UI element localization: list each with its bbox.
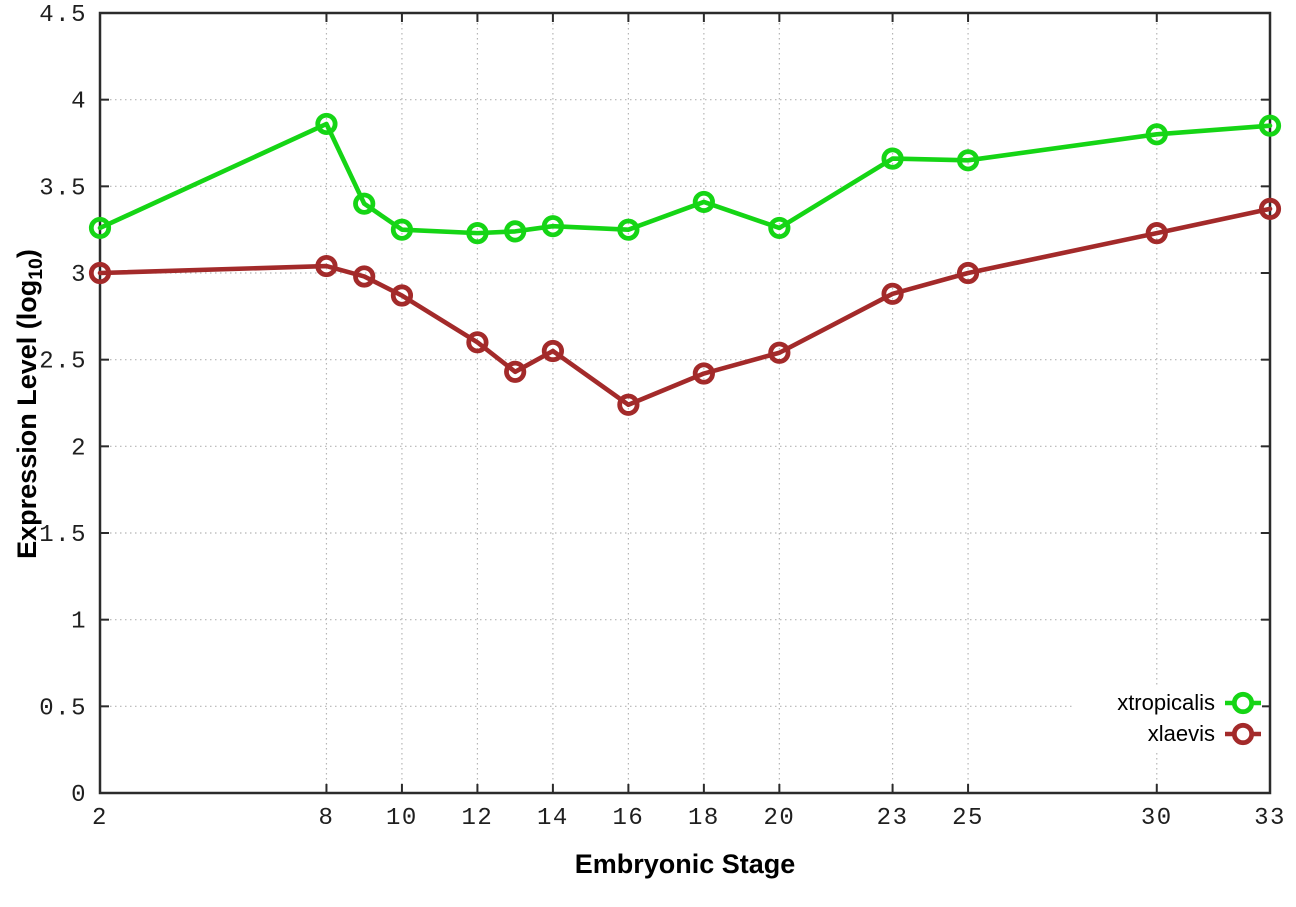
data-point-marker-xtropicalis <box>504 220 527 243</box>
data-point-marker-xlaevis <box>315 254 338 278</box>
data-point-marker-xtropicalis <box>768 216 791 240</box>
x-tick-label: 18 <box>688 805 720 832</box>
y-tick-label: 0 <box>71 782 87 809</box>
data-point-marker-xlaevis <box>541 339 565 363</box>
y-axis-title-close: ) <box>11 249 42 259</box>
y-tick-label: 4.5 <box>39 2 87 29</box>
data-point-marker-xtropicalis <box>692 190 715 214</box>
y-axis-title-text: Expression Level (log <box>11 279 42 559</box>
data-point-marker-xlaevis <box>1145 222 1168 245</box>
data-point-marker-xlaevis <box>768 341 791 364</box>
data-point-marker-xlaevis <box>881 282 904 305</box>
y-tick-label: 4 <box>71 89 87 116</box>
legend-row-xtropicalis: xtropicalis <box>1117 687 1262 718</box>
plot-border <box>98 11 1272 795</box>
y-tick-label: 3 <box>71 262 87 289</box>
data-point-marker-xtropicalis <box>1258 114 1282 137</box>
data-point-marker-xlaevis <box>390 284 414 307</box>
legend: xtropicalis xlaevis <box>1103 685 1262 751</box>
y-tick-label: 0.5 <box>39 695 87 722</box>
legend-sample-xtropicalis-icon <box>1225 691 1261 714</box>
data-point-marker-xlaevis <box>504 360 527 383</box>
series-line-xtropicalis <box>97 121 1273 236</box>
data-point-marker-xtropicalis <box>956 149 980 172</box>
data-point-marker-xlaevis <box>692 362 715 385</box>
data-point-marker-xtropicalis <box>881 147 904 170</box>
x-tick-label: 12 <box>462 805 494 832</box>
data-point-marker-xtropicalis <box>466 222 489 245</box>
data-point-marker-xtropicalis <box>541 215 565 238</box>
legend-label-xlaevis: xlaevis <box>1147 720 1215 746</box>
y-tick-label: 3.5 <box>39 175 87 202</box>
legend-row-xlaevis: xlaevis <box>1117 718 1262 749</box>
data-point-marker-xtropicalis <box>390 218 414 241</box>
y-axis-title-subscript: 10 <box>25 258 48 280</box>
x-tick-label: 25 <box>952 805 984 832</box>
x-tick-label: 20 <box>763 805 795 832</box>
y-tick-label: 1 <box>71 609 87 636</box>
data-point-marker-xtropicalis <box>88 216 112 240</box>
data-point-marker-xlaevis <box>956 261 980 285</box>
series-line-xlaevis <box>97 206 1273 408</box>
x-tick-label: 14 <box>537 805 569 832</box>
x-tick-label: 16 <box>612 805 644 832</box>
x-tick-label: 33 <box>1254 805 1286 832</box>
data-point-marker-xtropicalis <box>617 218 640 241</box>
y-tick-label: 2.5 <box>39 349 87 376</box>
x-tick-label: 10 <box>386 805 418 832</box>
data-point-marker-xtropicalis <box>315 112 338 136</box>
x-tick-label: 8 <box>318 805 334 832</box>
x-tick-label: 23 <box>877 805 909 832</box>
data-point-marker-xtropicalis <box>1145 123 1168 146</box>
x-axis-title: Embryonic Stage <box>574 849 796 879</box>
data-point-marker-xlaevis <box>353 265 376 288</box>
data-point-marker-xtropicalis <box>353 192 376 215</box>
x-tick-label: 2 <box>92 805 108 832</box>
x-tick-label: 30 <box>1141 805 1173 832</box>
y-axis-title: Expression Level (log10) <box>12 249 48 559</box>
legend-label-xtropicalis: xtropicalis <box>1117 689 1215 715</box>
data-point-marker-xlaevis <box>1258 197 1282 220</box>
data-point-marker-xlaevis <box>617 393 640 416</box>
data-point-marker-xlaevis <box>466 331 489 354</box>
y-tick-label: 1.5 <box>39 522 87 549</box>
legend-sample-xlaevis-icon <box>1225 722 1261 745</box>
y-tick-label: 2 <box>71 435 87 462</box>
data-point-marker-xlaevis <box>88 261 112 285</box>
